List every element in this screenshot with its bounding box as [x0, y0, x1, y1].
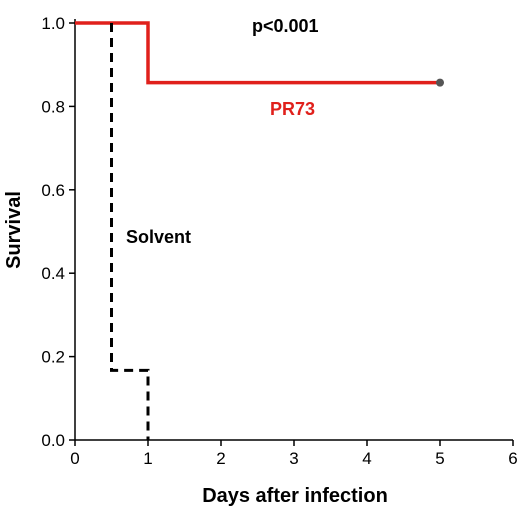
y-tick-label: 0.4 — [41, 264, 65, 283]
censor-marker — [436, 78, 444, 87]
x-tick-label: 2 — [216, 449, 225, 468]
x-tick-label: 0 — [70, 449, 79, 468]
y-axis: 0.0 0.2 0.4 0.6 0.8 1.0 — [41, 14, 76, 450]
x-axis-title: Days after infection — [202, 485, 388, 507]
series-group — [75, 21, 444, 440]
x-axis: 0 1 2 3 4 5 6 — [70, 439, 518, 468]
y-tick-label: 0.6 — [41, 181, 65, 200]
y-tick-label: 0.0 — [41, 431, 65, 450]
series-label-pr73: PR73 — [270, 99, 315, 119]
x-tick-label: 5 — [435, 449, 444, 468]
x-tick-label: 1 — [143, 449, 152, 468]
y-tick-label: 0.8 — [41, 97, 65, 116]
x-tick-label: 6 — [508, 449, 517, 468]
series-line-solvent — [110, 23, 150, 440]
series-label-solvent: Solvent — [126, 227, 191, 247]
y-axis-title: Survival — [3, 191, 25, 269]
p-value-annotation: p<0.001 — [252, 16, 319, 36]
x-tick-label: 3 — [289, 449, 298, 468]
x-tick-label: 4 — [362, 449, 371, 468]
y-tick-label: 0.2 — [41, 348, 65, 367]
y-tick-label: 1.0 — [41, 14, 65, 33]
